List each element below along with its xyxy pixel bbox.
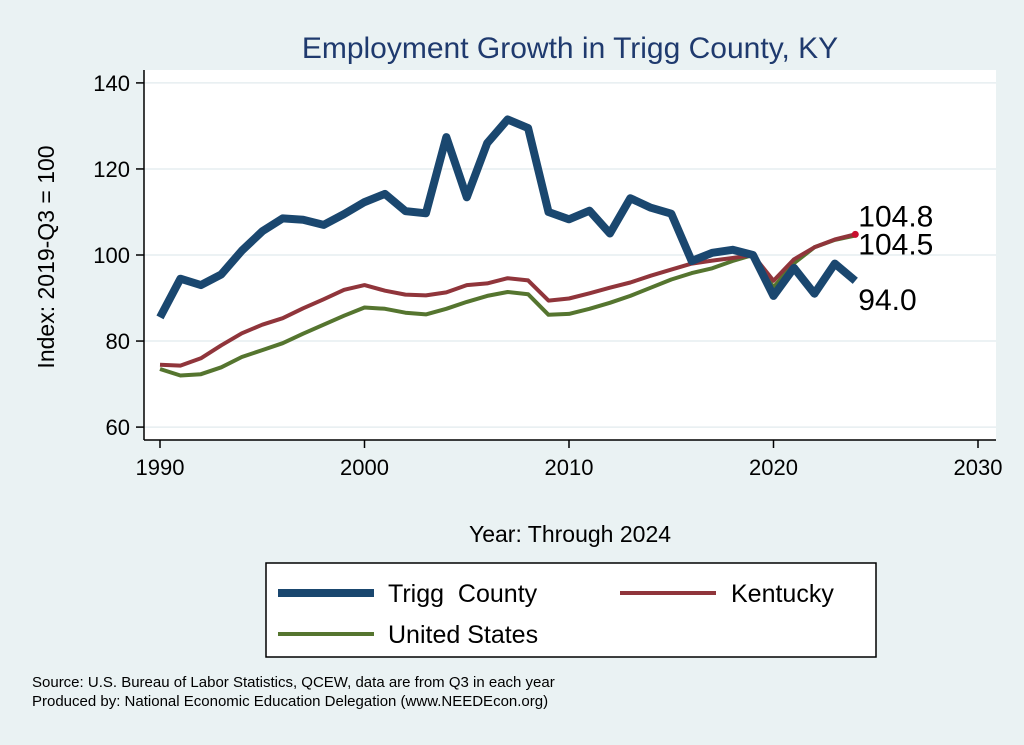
- legend: Trigg County Kentucky United States: [265, 562, 877, 658]
- x-axis-label: Year: Through 2024: [469, 521, 671, 547]
- kentucky-end-marker: [851, 230, 859, 238]
- series-line-kentucky: [159, 232, 856, 368]
- ytick-label-80: 80: [106, 329, 130, 354]
- legend-label-trigg: Trigg County: [388, 580, 538, 608]
- xtick-label-2010: 2010: [545, 455, 594, 480]
- produced-by-note: Produced by: National Economic Education…: [32, 693, 548, 710]
- ytick-label-120: 120: [93, 157, 130, 182]
- ytick-label-100: 100: [93, 243, 130, 268]
- ytick-label-140: 140: [93, 71, 130, 96]
- series-line-trigg-county: [156, 115, 858, 320]
- end-label-united-states: 104.5: [858, 229, 933, 262]
- xtick-label-1990: 1990: [136, 455, 185, 480]
- y-axis-label: Index: 2019-Q3 = 100: [33, 145, 59, 368]
- axis-ticks: 60 80 100 120 140 1990 2000 2010 2020 2030: [93, 71, 1002, 480]
- end-label-kentucky: 104.8: [858, 200, 933, 233]
- xtick-label-2020: 2020: [749, 455, 798, 480]
- chart-title: Employment Growth in Trigg County, KY: [302, 32, 838, 65]
- legend-label-us: United States: [388, 621, 538, 649]
- source-note: Source: U.S. Bureau of Labor Statistics,…: [32, 674, 555, 691]
- legend-box: [265, 562, 877, 658]
- end-label-trigg-county: 94.0: [858, 284, 916, 317]
- ytick-label-60: 60: [106, 415, 130, 440]
- legend-label-kentucky: Kentucky: [731, 580, 834, 608]
- xtick-label-2030: 2030: [954, 455, 1003, 480]
- series-lines: [156, 115, 859, 378]
- xtick-label-2000: 2000: [340, 455, 389, 480]
